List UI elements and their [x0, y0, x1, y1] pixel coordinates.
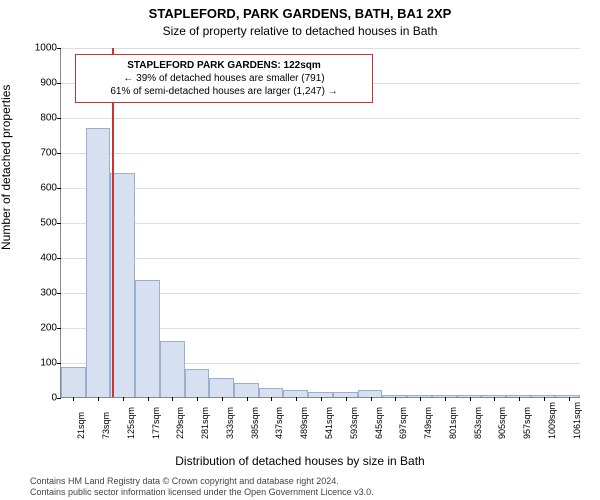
- histogram-bar: [283, 390, 308, 397]
- xtick-label: 73sqm: [101, 412, 111, 439]
- xtick-mark: [197, 397, 198, 401]
- xtick-mark: [569, 397, 570, 401]
- xtick-mark: [172, 397, 173, 401]
- histogram-bar: [481, 395, 506, 397]
- histogram-bar: [86, 128, 111, 398]
- xtick-label: 801sqm: [448, 407, 458, 439]
- xtick-mark: [519, 397, 520, 401]
- xtick-mark: [445, 397, 446, 401]
- histogram-bar: [308, 392, 333, 397]
- xtick-mark: [73, 397, 74, 401]
- annotation-line: 61% of semi-detached houses are larger (…: [84, 85, 364, 98]
- histogram-bar: [160, 341, 185, 397]
- histogram-bar: [110, 173, 135, 397]
- footer-attribution: Contains HM Land Registry data © Crown c…: [30, 476, 374, 498]
- xtick-mark: [346, 397, 347, 401]
- xtick-label: 749sqm: [423, 407, 433, 439]
- xtick-label: 437sqm: [274, 407, 284, 439]
- histogram-bar: [555, 395, 580, 397]
- xtick-mark: [494, 397, 495, 401]
- xtick-mark: [470, 397, 471, 401]
- histogram-bar: [382, 395, 407, 397]
- xtick-mark: [296, 397, 297, 401]
- histogram-bar: [531, 395, 556, 397]
- histogram-bar: [259, 388, 284, 397]
- xtick-label: 385sqm: [250, 407, 260, 439]
- ytick-label: 0: [51, 393, 57, 404]
- xtick-mark: [247, 397, 248, 401]
- xtick-label: 1061sqm: [572, 402, 582, 439]
- xtick-label: 229sqm: [175, 407, 185, 439]
- histogram-bar: [135, 280, 160, 397]
- xtick-label: 697sqm: [398, 407, 408, 439]
- annotation-line: STAPLEFORD PARK GARDENS: 122sqm: [84, 59, 364, 72]
- xtick-label: 489sqm: [299, 407, 309, 439]
- annotation-line: ← 39% of detached houses are smaller (79…: [84, 72, 364, 85]
- annotation-box: STAPLEFORD PARK GARDENS: 122sqm← 39% of …: [75, 54, 373, 103]
- histogram-bar: [506, 395, 531, 397]
- xtick-label: 125sqm: [126, 407, 136, 439]
- ytick-label: 200: [40, 323, 57, 334]
- ytick-label: 800: [40, 113, 57, 124]
- histogram-bar: [333, 392, 358, 397]
- xtick-mark: [544, 397, 545, 401]
- histogram-bar: [457, 395, 482, 397]
- xtick-mark: [420, 397, 421, 401]
- ytick-label: 700: [40, 148, 57, 159]
- ytick-label: 1000: [35, 43, 57, 54]
- ytick-label: 900: [40, 78, 57, 89]
- xtick-label: 333sqm: [225, 407, 235, 439]
- xtick-mark: [98, 397, 99, 401]
- xtick-label: 905sqm: [497, 407, 507, 439]
- xtick-mark: [222, 397, 223, 401]
- plot-area: 0100200300400500600700800900100021sqm73s…: [60, 48, 580, 398]
- xtick-label: 177sqm: [151, 407, 161, 439]
- xtick-label: 21sqm: [76, 412, 86, 439]
- xtick-label: 645sqm: [374, 407, 384, 439]
- histogram-bar: [432, 395, 457, 397]
- histogram-bar: [185, 369, 210, 397]
- xtick-mark: [271, 397, 272, 401]
- footer-line2: Contains public sector information licen…: [30, 487, 374, 498]
- histogram-bar: [358, 390, 383, 397]
- ytick-label: 500: [40, 218, 57, 229]
- ytick-label: 300: [40, 288, 57, 299]
- xtick-mark: [321, 397, 322, 401]
- xtick-mark: [148, 397, 149, 401]
- ytick-label: 100: [40, 358, 57, 369]
- histogram-bar: [407, 395, 432, 397]
- y-axis-label: Number of detached properties: [0, 85, 13, 250]
- chart-title: STAPLEFORD, PARK GARDENS, BATH, BA1 2XP: [0, 6, 600, 21]
- ytick-label: 400: [40, 253, 57, 264]
- xtick-mark: [371, 397, 372, 401]
- xtick-mark: [123, 397, 124, 401]
- chart-container: STAPLEFORD, PARK GARDENS, BATH, BA1 2XP …: [0, 0, 600, 500]
- ytick-mark: [57, 398, 61, 399]
- chart-subtitle: Size of property relative to detached ho…: [0, 24, 600, 38]
- ytick-label: 600: [40, 183, 57, 194]
- xtick-label: 1009sqm: [547, 402, 557, 439]
- histogram-bar: [209, 378, 234, 397]
- xtick-mark: [395, 397, 396, 401]
- xtick-label: 957sqm: [522, 407, 532, 439]
- xtick-label: 853sqm: [473, 407, 483, 439]
- xtick-label: 541sqm: [324, 407, 334, 439]
- histogram-bar: [234, 383, 259, 397]
- histogram-bar: [61, 367, 86, 397]
- footer-line1: Contains HM Land Registry data © Crown c…: [30, 476, 374, 487]
- x-axis-label: Distribution of detached houses by size …: [0, 454, 600, 468]
- xtick-label: 593sqm: [349, 407, 359, 439]
- xtick-label: 281sqm: [200, 407, 210, 439]
